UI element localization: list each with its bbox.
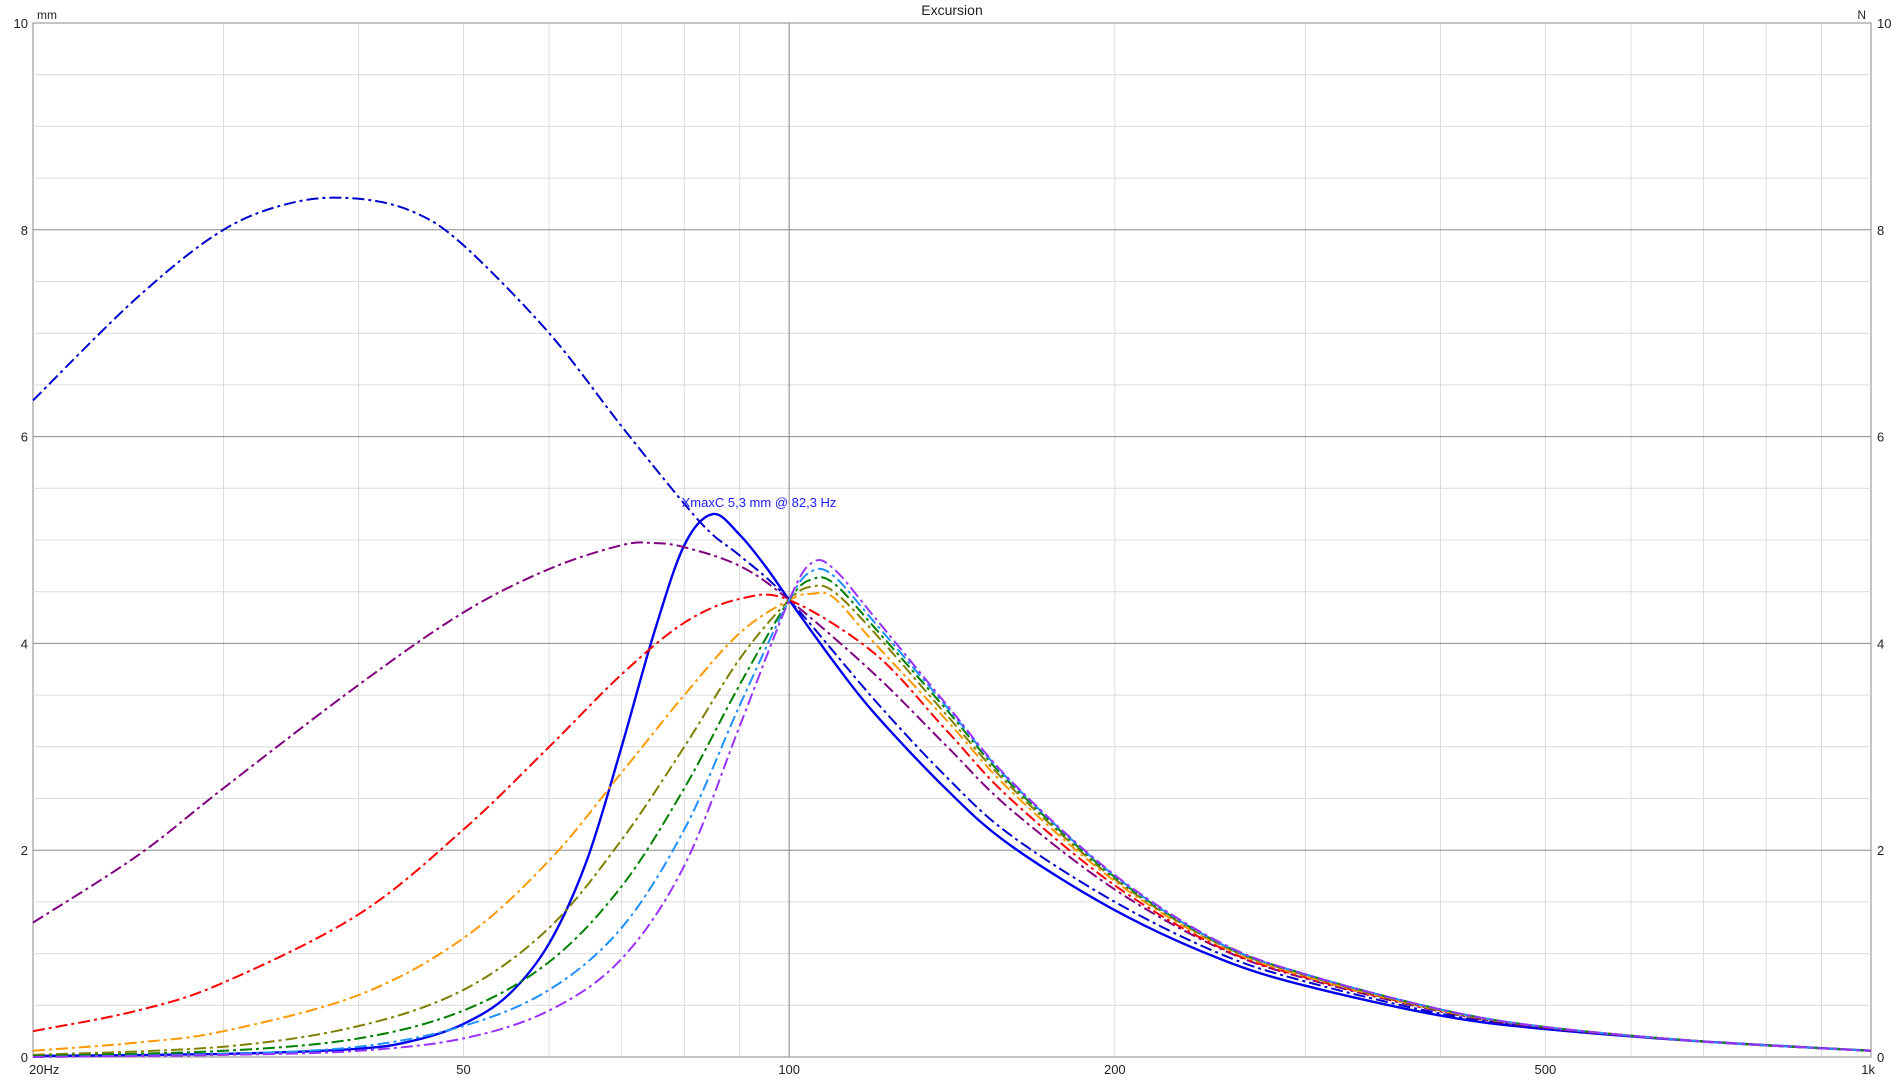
series-line-2 [32,196,1872,1052]
minor-grid [33,23,1871,1057]
y-tick-label-right: 0 [1877,1050,1884,1065]
series-line-5 [32,591,1872,1052]
series-line-6 [32,584,1872,1056]
x-tick-label: 100 [778,1062,800,1077]
y-tick-label-left: 8 [21,223,28,238]
left-axis-unit: mm [37,8,57,22]
xmax-annotation: XmaxC 5,3 mm @ 82,3 Hz [682,495,837,510]
right-axis-unit: N [1857,8,1866,22]
tick-labels: 20Hz 50 100 200 500 1k0 02 24 46 68 810 10 [14,16,1892,1077]
x-tick-label: 1k [1861,1062,1875,1077]
x-tick-label: 500 [1534,1062,1556,1077]
x-tick-label: 50 [456,1062,470,1077]
y-tick-label-right: 6 [1877,430,1884,445]
y-tick-label-left: 4 [21,636,28,651]
series-line-4 [32,593,1872,1052]
y-tick-label-right: 10 [1877,16,1891,31]
y-tick-label-left: 10 [14,16,28,31]
series-line-1 [32,512,1872,1058]
series-line-9 [32,559,1872,1058]
y-tick-label-left: 0 [21,1050,28,1065]
y-tick-label-left: 6 [21,430,28,445]
y-tick-label-right: 2 [1877,843,1884,858]
y-tick-label-right: 4 [1877,636,1884,651]
x-tick-label: 200 [1104,1062,1126,1077]
major-grid [33,23,1871,1057]
series-layer [32,196,1872,1058]
y-tick-label-right: 8 [1877,223,1884,238]
x-tick-label: 20Hz [29,1062,59,1077]
y-tick-label-left: 2 [21,843,28,858]
chart-title: Excursion [921,2,982,18]
